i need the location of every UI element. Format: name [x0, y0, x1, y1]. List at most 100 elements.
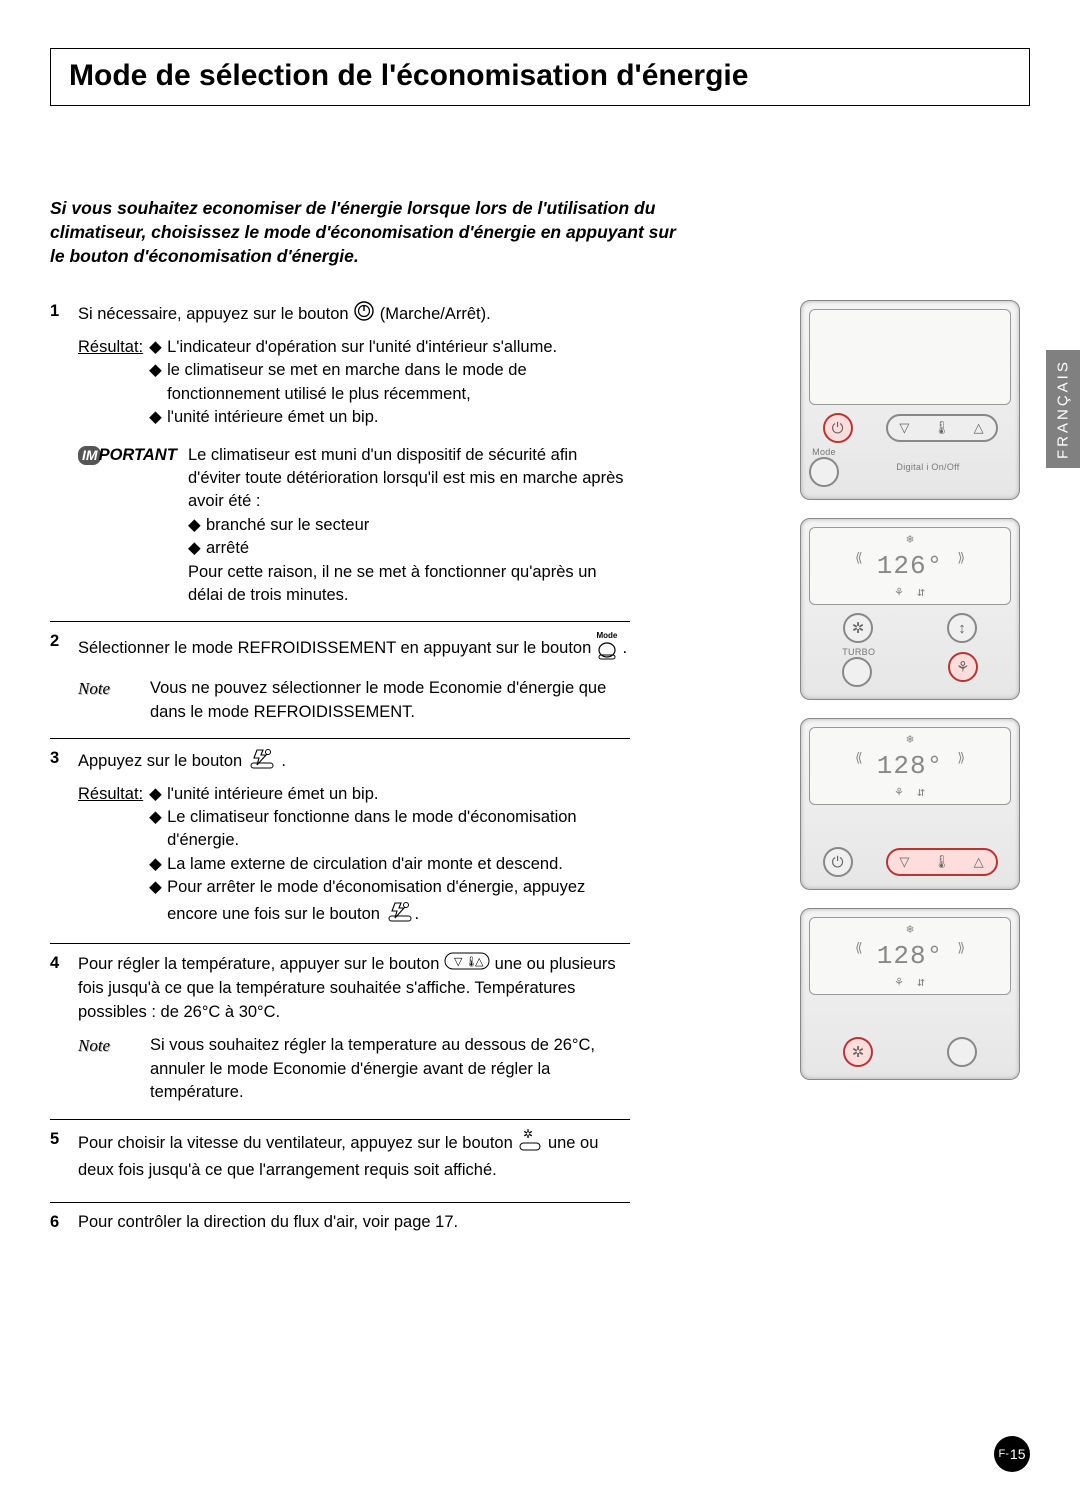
result-block: Résultat: ◆l'unité intérieure émet un bi…	[78, 783, 630, 930]
swing-icon: ⇵	[917, 585, 925, 600]
swing-icon: ↕	[947, 613, 977, 643]
turbo-icon	[842, 657, 872, 687]
power-icon: ⏻	[823, 847, 853, 877]
up-icon: △	[974, 854, 984, 870]
remote-illustration-2: ❄ ⟪126°⟫ ⚘⇵ ✲ ↕ TURBO ⚘	[800, 518, 1020, 700]
down-icon: ▽	[899, 420, 909, 436]
temp-pill-icon: ▽🌡△	[444, 952, 490, 977]
page-title: Mode de sélection de l'économisation d'é…	[69, 59, 1011, 93]
energy-save-icon: ⚘	[948, 652, 978, 682]
text: Pour régler la température, appuyer sur …	[78, 955, 444, 973]
bullet-text: Le climatiseur fonctionne dans le mode d…	[167, 806, 630, 853]
important-rest: PORTANT	[99, 446, 177, 464]
text: Appuyez sur le bouton	[78, 752, 247, 770]
down-icon: ▽	[899, 854, 909, 870]
bullet-text: l'unité intérieure émet un bip.	[167, 783, 378, 806]
page-prefix: F-	[999, 1448, 1009, 1460]
power-icon: ⏻	[823, 413, 853, 443]
language-tab: FRANÇAIS	[1046, 350, 1080, 468]
svg-text:▽: ▽	[454, 956, 463, 968]
tree-icon: ⚘	[895, 585, 903, 600]
remote-illustration-4: ❄ ⟪128°⟫ ⚘⇵ ✲	[800, 908, 1020, 1080]
remote-illustration-1: ⏻ ▽ 🌡 △ Mode Digital i On/Off	[800, 300, 1020, 500]
important-label: IMPORTANT	[78, 444, 188, 608]
bullet-icon: ◆	[188, 514, 206, 537]
step-text: Pour régler la température, appuyer sur …	[78, 952, 630, 1024]
page-content: Mode de sélection de l'économisation d'é…	[50, 48, 1030, 1470]
step-text: Appuyez sur le bouton .	[78, 747, 630, 776]
mode-icon	[809, 457, 839, 487]
step-text: Pour contrôler la direction du flux d'ai…	[78, 1211, 630, 1234]
text: Sélectionner le mode REFROIDISSEMENT en …	[78, 639, 591, 657]
snow-icon: ❄	[906, 732, 913, 747]
swing-icon: ⇵	[917, 785, 925, 800]
step-5: 5 Pour choisir la vitesse du ventilateur…	[50, 1119, 630, 1203]
important-block: IMPORTANT Le climatiseur est muni d'un d…	[78, 444, 630, 608]
intro-paragraph: Si vous souhaitez economiser de l'énergi…	[50, 196, 690, 268]
turbo-label: TURBO	[842, 647, 875, 657]
step-number: 3	[50, 747, 78, 929]
remote-illustration-3: ❄ ⟪128°⟫ ⚘⇵ ⏻ ▽ 🌡 △	[800, 718, 1020, 890]
step-text: Sélectionner le mode REFROIDISSEMENT en …	[78, 630, 630, 667]
power-icon	[353, 300, 375, 329]
step-1: 1 Si nécessaire, appuyez sur le bouton (…	[50, 292, 630, 621]
result-label: Résultat:	[78, 783, 143, 930]
bullet-icon: ◆	[149, 359, 167, 406]
illustrations-column: ⏻ ▽ 🌡 △ Mode Digital i On/Off ❄ ⟪126°⟫	[800, 292, 1030, 1254]
swing-icon: ⇵	[917, 975, 925, 990]
bullet-text: branché sur le secteur	[206, 514, 369, 537]
fan-button-icon: ✲	[517, 1128, 543, 1159]
page-number-badge: F-15	[994, 1436, 1030, 1472]
bullet-text: le climatiseur se met en marche dans le …	[167, 359, 630, 406]
step-body: Appuyez sur le bouton . Résultat: ◆l'uni…	[78, 747, 630, 929]
step-number: 6	[50, 1211, 78, 1240]
temp-pill: ▽ 🌡 △	[886, 414, 998, 442]
text: Le climatiseur est muni d'un dispositif …	[188, 444, 630, 514]
mode-button-icon: Mode	[596, 630, 618, 667]
fan-icon: ✲	[843, 1037, 873, 1067]
remote-screen: ❄ ⟪126°⟫ ⚘⇵	[809, 527, 1011, 605]
text: Pour choisir la vitesse du ventilateur, …	[78, 1134, 517, 1152]
step-body: Sélectionner le mode REFROIDISSEMENT en …	[78, 630, 630, 724]
bullet-text: L'indicateur d'opération sur l'unité d'i…	[167, 336, 557, 359]
result-label: Résultat:	[78, 336, 143, 430]
tree-icon: ⚘	[895, 975, 903, 990]
important-body: Le climatiseur est muni d'un dispositif …	[188, 444, 630, 608]
button-icon	[947, 1037, 977, 1067]
temp-display: 128°	[877, 941, 943, 971]
step-6: 6 Pour contrôler la direction du flux d'…	[50, 1202, 630, 1254]
note-label: Note	[78, 1034, 150, 1104]
bullet-list: ◆l'unité intérieure émet un bip. ◆Le cli…	[149, 783, 630, 930]
step-number: 4	[50, 952, 78, 1105]
remote-screen: ❄ ⟪128°⟫ ⚘⇵	[809, 727, 1011, 805]
result-block: Résultat: ◆L'indicateur d'opération sur …	[78, 336, 630, 430]
instructions-column: 1 Si nécessaire, appuyez sur le bouton (…	[50, 292, 630, 1254]
remote-screen	[809, 309, 1011, 405]
therm-icon: 🌡	[933, 420, 950, 436]
snow-icon: ❄	[906, 922, 913, 937]
note-text: Vous ne pouvez sélectionner le mode Econ…	[150, 677, 630, 724]
important-prefix: IM	[78, 446, 101, 466]
step-number: 1	[50, 300, 78, 607]
bullet-text: Pour arrêter le mode d'économisation d'é…	[167, 876, 630, 929]
step-number: 2	[50, 630, 78, 724]
therm-icon: 🌡	[933, 854, 950, 870]
step-body: Pour contrôler la direction du flux d'ai…	[78, 1211, 630, 1240]
note-block: Note Si vous souhaitez régler la tempera…	[78, 1034, 630, 1104]
bullet-icon: ◆	[149, 876, 167, 929]
bullet-icon: ◆	[149, 783, 167, 806]
energy-save-icon	[247, 747, 277, 776]
step-body: Pour choisir la vitesse du ventilateur, …	[78, 1128, 630, 1189]
temp-display: 128°	[877, 751, 943, 781]
page-number: 15	[1010, 1446, 1026, 1462]
svg-text:✲: ✲	[523, 1128, 533, 1141]
remote-screen: ❄ ⟪128°⟫ ⚘⇵	[809, 917, 1011, 995]
bullet-icon: ◆	[188, 537, 206, 560]
bullet-icon: ◆	[149, 853, 167, 876]
mode-label: Mode	[809, 447, 839, 457]
up-icon: △	[974, 420, 984, 436]
tree-icon: ⚘	[895, 785, 903, 800]
bullet-icon: ◆	[149, 406, 167, 429]
fan-icon: ✲	[843, 613, 873, 643]
snow-icon: ❄	[906, 532, 913, 547]
